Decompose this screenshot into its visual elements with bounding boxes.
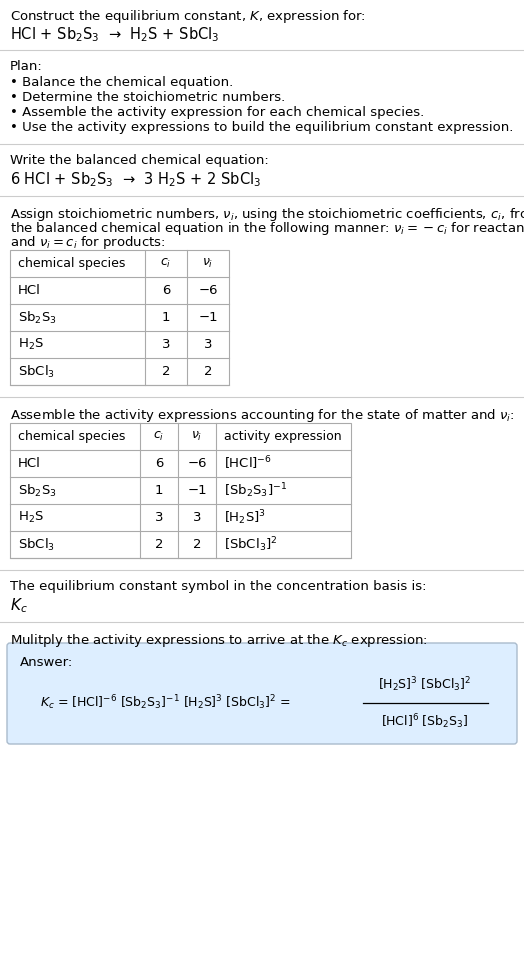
Text: $K_c$ = [HCl]$^{-6}$ [Sb$_2$S$_3$]$^{-1}$ [H$_2$S]$^3$ [SbCl$_3$]$^2$ =: $K_c$ = [HCl]$^{-6}$ [Sb$_2$S$_3$]$^{-1}… [40, 693, 291, 713]
Text: and $\nu_i = c_i$ for products:: and $\nu_i = c_i$ for products: [10, 234, 166, 251]
Text: HCl + Sb$_2$S$_3$  →  H$_2$S + SbCl$_3$: HCl + Sb$_2$S$_3$ → H$_2$S + SbCl$_3$ [10, 25, 220, 43]
Text: Assemble the activity expressions accounting for the state of matter and $\nu_i$: Assemble the activity expressions accoun… [10, 407, 515, 424]
Text: 1: 1 [155, 484, 163, 497]
Text: activity expression: activity expression [224, 430, 342, 443]
Text: H$_2$S: H$_2$S [18, 337, 44, 352]
Text: 6: 6 [162, 284, 170, 297]
Text: • Use the activity expressions to build the equilibrium constant expression.: • Use the activity expressions to build … [10, 121, 514, 134]
Text: • Assemble the activity expression for each chemical species.: • Assemble the activity expression for e… [10, 106, 424, 119]
Text: the balanced chemical equation in the following manner: $\nu_i = -c_i$ for react: the balanced chemical equation in the fo… [10, 220, 524, 237]
Text: Plan:: Plan: [10, 60, 43, 73]
Text: Mulitply the activity expressions to arrive at the $K_c$ expression:: Mulitply the activity expressions to arr… [10, 632, 428, 649]
Text: SbCl$_3$: SbCl$_3$ [18, 536, 55, 553]
Text: [H$_2$S]$^3$: [H$_2$S]$^3$ [224, 508, 266, 527]
Text: • Balance the chemical equation.: • Balance the chemical equation. [10, 76, 233, 89]
Text: H$_2$S: H$_2$S [18, 510, 44, 525]
Text: HCl: HCl [18, 457, 41, 470]
Text: • Determine the stoichiometric numbers.: • Determine the stoichiometric numbers. [10, 91, 285, 104]
Text: [HCl]$^{-6}$: [HCl]$^{-6}$ [224, 455, 272, 472]
Text: 2: 2 [193, 538, 201, 551]
Bar [10, 250, 229, 385]
Text: −1: −1 [198, 311, 218, 324]
Text: 2: 2 [204, 365, 212, 378]
Text: chemical species: chemical species [18, 430, 125, 443]
Text: Write the balanced chemical equation:: Write the balanced chemical equation: [10, 154, 269, 167]
Text: The equilibrium constant symbol in the concentration basis is:: The equilibrium constant symbol in the c… [10, 580, 427, 593]
Text: HCl: HCl [18, 284, 41, 297]
Text: $\nu_i$: $\nu_i$ [191, 429, 203, 443]
Text: [HCl]$^6$ [Sb$_2$S$_3$]: [HCl]$^6$ [Sb$_2$S$_3$] [381, 712, 469, 731]
Text: 3: 3 [193, 511, 201, 524]
Text: [H$_2$S]$^3$ [SbCl$_3$]$^2$: [H$_2$S]$^3$ [SbCl$_3$]$^2$ [378, 675, 472, 694]
Text: [Sb$_2$S$_3$]$^{-1}$: [Sb$_2$S$_3$]$^{-1}$ [224, 482, 287, 500]
Text: 2: 2 [155, 538, 163, 551]
Text: $c_i$: $c_i$ [154, 429, 165, 443]
Text: −1: −1 [187, 484, 207, 497]
Text: Assign stoichiometric numbers, $\nu_i$, using the stoichiometric coefficients, $: Assign stoichiometric numbers, $\nu_i$, … [10, 206, 524, 223]
Text: 1: 1 [162, 311, 170, 324]
Bar [10, 423, 351, 558]
Text: [SbCl$_3$]$^2$: [SbCl$_3$]$^2$ [224, 535, 278, 554]
Text: $K_c$: $K_c$ [10, 596, 28, 614]
Text: Sb$_2$S$_3$: Sb$_2$S$_3$ [18, 482, 57, 499]
Text: 2: 2 [162, 365, 170, 378]
Text: Construct the equilibrium constant, $K$, expression for:: Construct the equilibrium constant, $K$,… [10, 8, 366, 25]
Text: 6: 6 [155, 457, 163, 470]
Text: 3: 3 [155, 511, 163, 524]
Text: 6 HCl + Sb$_2$S$_3$  →  3 H$_2$S + 2 SbCl$_3$: 6 HCl + Sb$_2$S$_3$ → 3 H$_2$S + 2 SbCl$… [10, 170, 261, 189]
Text: Sb$_2$S$_3$: Sb$_2$S$_3$ [18, 309, 57, 325]
Text: 3: 3 [162, 338, 170, 351]
Text: −6: −6 [187, 457, 207, 470]
Text: chemical species: chemical species [18, 257, 125, 270]
Text: $\nu_i$: $\nu_i$ [202, 257, 214, 270]
Text: Answer:: Answer: [20, 656, 73, 669]
Text: −6: −6 [198, 284, 218, 297]
Text: SbCl$_3$: SbCl$_3$ [18, 363, 55, 379]
FancyBboxPatch shape [7, 643, 517, 744]
Text: $c_i$: $c_i$ [160, 257, 172, 270]
Text: 3: 3 [204, 338, 212, 351]
